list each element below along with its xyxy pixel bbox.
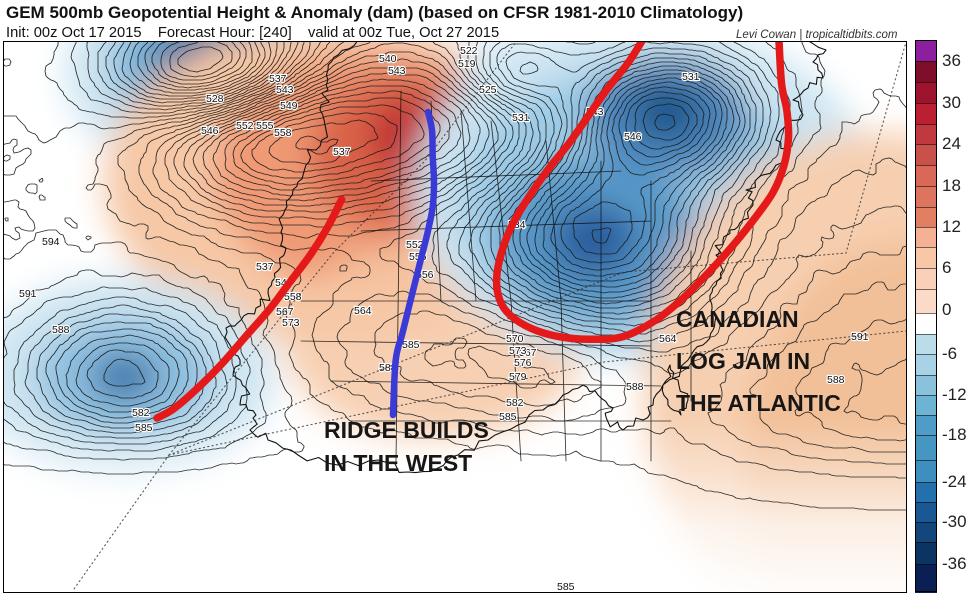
svg-text:573: 573 xyxy=(282,317,300,329)
svg-text:591: 591 xyxy=(19,288,37,300)
svg-text:543: 543 xyxy=(388,65,406,77)
svg-text:588: 588 xyxy=(827,374,845,386)
svg-text:531: 531 xyxy=(512,112,530,124)
svg-text:588: 588 xyxy=(52,324,70,336)
svg-text:576: 576 xyxy=(514,357,532,369)
svg-text:528: 528 xyxy=(206,93,224,105)
svg-text:546: 546 xyxy=(201,125,219,137)
svg-text:564: 564 xyxy=(659,333,677,345)
svg-text:552: 552 xyxy=(236,120,254,132)
svg-text:582: 582 xyxy=(132,407,150,419)
svg-text:549: 549 xyxy=(280,100,298,112)
svg-text:585: 585 xyxy=(402,339,420,351)
svg-text:CANADIAN: CANADIAN xyxy=(676,306,799,332)
svg-text:THE ATLANTIC: THE ATLANTIC xyxy=(676,390,841,416)
svg-text:570: 570 xyxy=(506,333,524,345)
svg-text:582: 582 xyxy=(506,397,524,409)
svg-text:585: 585 xyxy=(135,422,153,434)
svg-text:558: 558 xyxy=(274,127,292,139)
svg-text:594: 594 xyxy=(42,236,60,248)
svg-text:585: 585 xyxy=(499,411,517,423)
svg-text:IN THE WEST: IN THE WEST xyxy=(324,450,472,476)
svg-text:522: 522 xyxy=(460,45,478,57)
svg-text:LOG JAM IN: LOG JAM IN xyxy=(676,348,810,374)
svg-text:537: 537 xyxy=(256,261,274,273)
svg-text:RIDGE BUILDS: RIDGE BUILDS xyxy=(324,417,489,443)
svg-text:591: 591 xyxy=(851,331,869,343)
svg-text:525: 525 xyxy=(479,84,497,96)
svg-text:546: 546 xyxy=(624,131,642,143)
svg-text:555: 555 xyxy=(256,120,274,132)
svg-text:579: 579 xyxy=(509,371,527,383)
svg-text:531: 531 xyxy=(682,71,700,83)
svg-text:543: 543 xyxy=(276,84,294,96)
svg-text:564: 564 xyxy=(354,305,372,317)
svg-text:519: 519 xyxy=(458,58,476,70)
svg-text:585: 585 xyxy=(557,581,575,592)
svg-text:573: 573 xyxy=(509,345,527,357)
svg-text:537: 537 xyxy=(333,146,351,158)
svg-text:588: 588 xyxy=(626,381,644,393)
svg-text:540: 540 xyxy=(379,53,397,65)
